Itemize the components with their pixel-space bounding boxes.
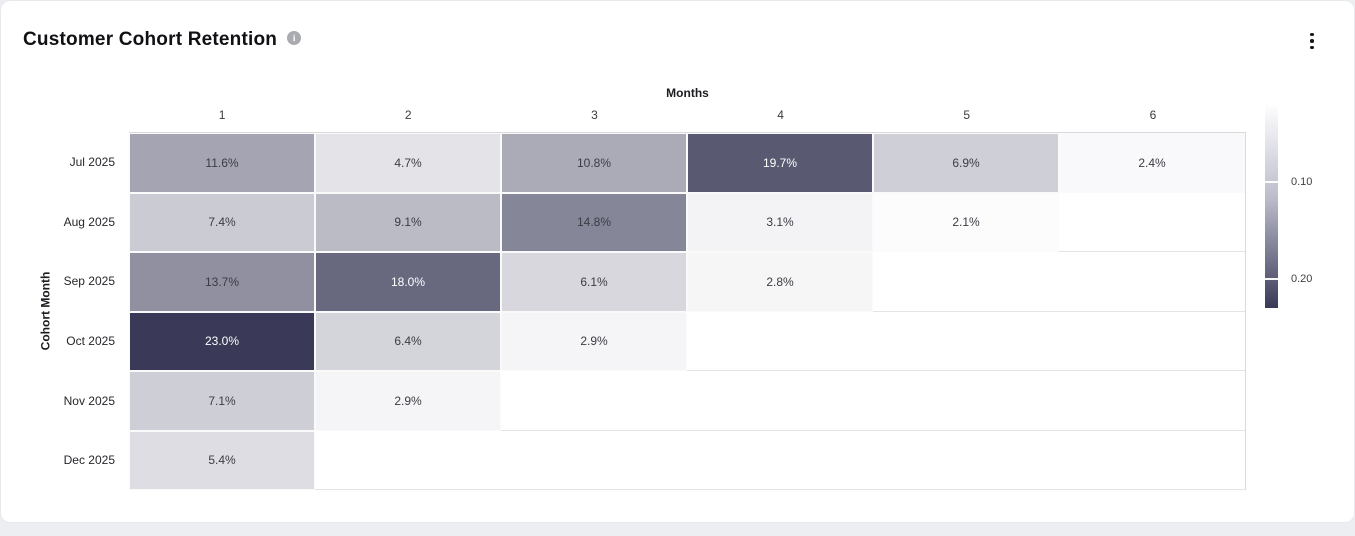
colorbar-legend: 0.10 0.20 [1265,106,1312,308]
x-axis-tick-label: 5 [963,108,971,122]
y-axis-tick-label: Aug 2025 [63,214,115,229]
heatmap-cell-empty [315,431,501,490]
cohort-retention-card: Customer Cohort Retention i Months 1 2 3 4 5… [0,0,1355,523]
heatmap-cell-empty [687,431,873,490]
heatmap-cell[interactable]: 2.9% [315,371,501,431]
y-axis-tick-label: Dec 2025 [63,453,115,468]
heatmap-cell[interactable]: 6.9% [873,133,1059,193]
heatmap-cell-empty [687,371,873,431]
heatmap-cell[interactable]: 23.0% [129,311,315,371]
heatmap-cell[interactable]: 5.4% [129,430,315,490]
heatmap-cell-empty [873,371,1059,431]
y-axis-tick-labels: Jul 2025 Aug 2025 Sep 2025 Oct 2025 Nov 2025… [1,132,115,490]
heatmap-cell-empty [873,431,1059,490]
heatmap-cell[interactable]: 2.1% [873,192,1059,252]
card-header: Customer Cohort Retention i [23,29,302,51]
x-axis-title: Months [666,86,709,100]
kebab-dot-icon [1310,39,1314,43]
heatmap-cell-empty [1059,371,1245,431]
kebab-dot-icon [1310,45,1314,50]
colorbar-tick [1265,278,1278,280]
colorbar-tick [1265,181,1278,184]
x-axis-tick-label: 1 [218,108,226,122]
x-axis-tick-labels: 1 2 3 4 5 6 [129,108,1246,126]
y-axis-tick-label: Nov 2025 [63,393,115,408]
x-axis-tick-label: 4 [777,108,784,122]
heatmap-cell[interactable]: 9.1% [315,192,501,252]
heatmap-cell[interactable]: 6.4% [315,311,501,371]
heatmap-cell[interactable]: 18.0% [315,252,501,312]
heatmap-grid: 11.6% 4.7% 10.8% 19.7% 6.9% 2.4% 7.4% 9.1% 14.8%… [129,132,1246,490]
kebab-menu-button[interactable] [1300,29,1324,53]
kebab-dot-icon [1310,32,1314,37]
x-axis-tick-label: 6 [1149,108,1157,122]
heatmap-cell[interactable]: 3.1% [687,192,873,252]
colorbar-tick-label: 0.20 [1291,273,1313,285]
heatmap-cell-empty [501,431,687,490]
heatmap-cell[interactable]: 2.4% [1059,133,1245,193]
y-axis-tick-label: Oct 2025 [66,333,115,348]
x-axis-tick-label: 3 [591,108,598,122]
heatmap-cell-empty [873,252,1059,312]
heatmap-cell[interactable]: 19.7% [687,133,873,193]
colorbar-gradient [1265,106,1278,308]
heatmap-cell[interactable]: 7.1% [129,371,315,431]
info-icon[interactable]: i [287,31,302,45]
heatmap-cell[interactable]: 11.6% [129,133,315,193]
heatmap-cell-empty [687,312,873,371]
y-axis-tick-label: Jul 2025 [69,154,115,169]
heatmap-cell[interactable]: 14.8% [501,192,687,252]
heatmap-cell[interactable]: 2.9% [501,311,687,371]
heatmap-cell[interactable]: 4.7% [315,133,501,193]
heatmap-cell[interactable]: 7.4% [129,192,315,252]
heatmap-cell-empty [1059,252,1245,312]
heatmap-cell-empty [501,371,687,431]
colorbar-tick-label: 0.10 [1291,176,1313,189]
heatmap-cell[interactable]: 13.7% [129,252,315,312]
chart-title: Customer Cohort Retention [23,29,278,50]
heatmap-cell[interactable]: 10.8% [501,133,687,193]
heatmap-cell-empty [1059,431,1245,490]
x-axis-tick-label: 2 [404,108,412,122]
heatmap-cell-empty [873,312,1059,371]
heatmap-cell[interactable]: 2.8% [687,252,873,312]
heatmap-cell[interactable]: 6.1% [501,252,687,312]
y-axis-tick-label: Sep 2025 [63,274,115,289]
heatmap-cell-empty [1059,193,1245,252]
heatmap-cell-empty [1059,312,1245,371]
